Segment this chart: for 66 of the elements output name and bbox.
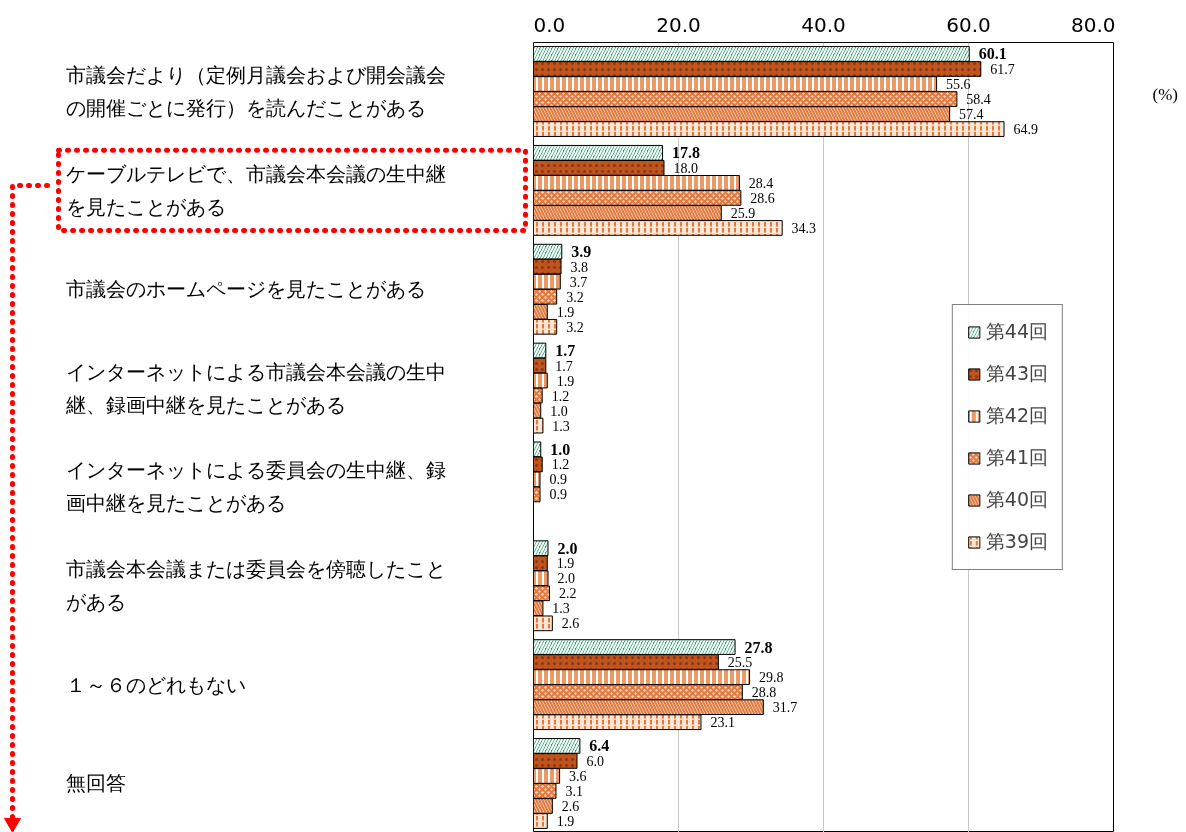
data-label: 0.9 xyxy=(549,487,567,503)
y-tick-label: １～６のどれもない xyxy=(65,673,246,696)
legend-label: 第40回 xyxy=(985,487,1048,512)
data-label: 64.9 xyxy=(1013,122,1038,138)
data-label: 1.2 xyxy=(551,457,570,473)
data-label: 1.0 xyxy=(550,440,571,458)
legend-label: 第44回 xyxy=(985,319,1048,344)
x-tick-label: 40.0 xyxy=(801,12,846,37)
legend-label: 第39回 xyxy=(985,529,1048,554)
data-label: 3.8 xyxy=(570,259,588,275)
data-label: 3.6 xyxy=(569,768,587,784)
y-tick-label: インターネットによる委員会の生中継、録画中継を見たことがある xyxy=(65,459,446,515)
data-label: 18.0 xyxy=(673,160,698,176)
data-label: 1.7 xyxy=(555,358,573,374)
data-label: 1.9 xyxy=(556,814,575,830)
y-tick-label: 無回答 xyxy=(65,772,126,795)
data-label: 2.0 xyxy=(557,539,578,557)
data-label: 61.7 xyxy=(990,61,1015,77)
data-label: 23.1 xyxy=(710,715,735,731)
data-label: 1.3 xyxy=(552,601,570,617)
data-label: 2.6 xyxy=(561,799,580,815)
data-label: 31.7 xyxy=(772,700,798,716)
y-tick-label: インターネットによる市議会本会議の生中継、録画中継を見たことがある xyxy=(64,360,446,416)
data-label: 0.9 xyxy=(549,472,567,488)
data-label: 1.9 xyxy=(556,304,575,320)
data-label: 17.8 xyxy=(671,144,700,162)
x-tick-label: 80.0 xyxy=(1070,12,1116,37)
y-tick-label: 市議会だより（定例月議会および開会議会の開催ごとに発行）を読んだことがある xyxy=(65,64,446,120)
data-label: 6.0 xyxy=(586,753,604,769)
y-tick-label: 市議会のホームページを見たことがある xyxy=(65,278,426,301)
data-label: 2.6 xyxy=(561,616,580,632)
data-label: 3.7 xyxy=(569,274,588,290)
data-label: 29.8 xyxy=(758,670,784,686)
data-label: 3.2 xyxy=(566,289,584,305)
x-axis-title: (%) xyxy=(1152,85,1178,105)
x-tick-label: 60.0 xyxy=(946,12,991,37)
data-label: 3.1 xyxy=(565,783,583,799)
legend-label: 第42回 xyxy=(985,403,1048,428)
data-label: 28.4 xyxy=(748,175,774,191)
data-label: 1.9 xyxy=(556,556,575,572)
data-label: 2.2 xyxy=(558,586,577,602)
y-tick-label: 市議会本会議または委員会を傍聴したことがある xyxy=(65,558,446,614)
data-label: 27.8 xyxy=(744,638,773,656)
data-label: 1.3 xyxy=(552,418,570,434)
data-label: 57.4 xyxy=(959,107,984,123)
legend-label: 第41回 xyxy=(985,445,1048,470)
data-label: 1.2 xyxy=(551,388,570,404)
data-label: 3.2 xyxy=(566,319,584,335)
data-label: 28.6 xyxy=(750,190,775,206)
data-label: 55.6 xyxy=(946,77,971,93)
data-label: 34.3 xyxy=(791,220,817,236)
data-label: 2.0 xyxy=(557,571,575,587)
x-tick-label: 20.0 xyxy=(656,12,701,37)
data-label: 28.8 xyxy=(751,685,777,701)
data-label: 1.9 xyxy=(556,373,575,389)
data-label: 25.5 xyxy=(727,655,753,671)
data-label: 25.9 xyxy=(730,205,756,221)
data-label: 1.0 xyxy=(550,403,568,419)
data-label: 60.1 xyxy=(978,45,1007,63)
data-label: 1.7 xyxy=(555,342,576,360)
data-label: 6.4 xyxy=(589,737,610,755)
legend-label: 第43回 xyxy=(985,361,1048,386)
y-tick-label: ケーブルテレビで、市議会本会議の生中継を見たことがある xyxy=(65,162,446,218)
data-label: 3.9 xyxy=(571,243,592,261)
data-label: 58.4 xyxy=(966,92,991,108)
x-tick-label: 0.0 xyxy=(533,12,566,37)
